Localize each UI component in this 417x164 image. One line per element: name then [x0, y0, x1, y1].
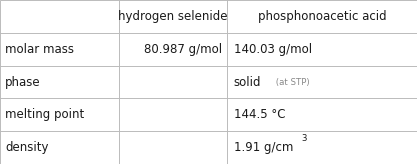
Text: 140.03 g/mol: 140.03 g/mol — [234, 43, 311, 56]
Text: molar mass: molar mass — [5, 43, 74, 56]
Text: melting point: melting point — [5, 108, 84, 121]
Text: hydrogen selenide: hydrogen selenide — [118, 10, 228, 23]
Text: phosphonoacetic acid: phosphonoacetic acid — [258, 10, 387, 23]
Text: (at STP): (at STP) — [273, 78, 310, 86]
Text: phase: phase — [5, 75, 40, 89]
Text: 3: 3 — [301, 134, 306, 143]
Text: 1.91 g/cm: 1.91 g/cm — [234, 141, 293, 154]
Text: 144.5 °C: 144.5 °C — [234, 108, 285, 121]
Text: solid: solid — [234, 75, 261, 89]
Text: density: density — [5, 141, 48, 154]
Text: 80.987 g/mol: 80.987 g/mol — [144, 43, 222, 56]
